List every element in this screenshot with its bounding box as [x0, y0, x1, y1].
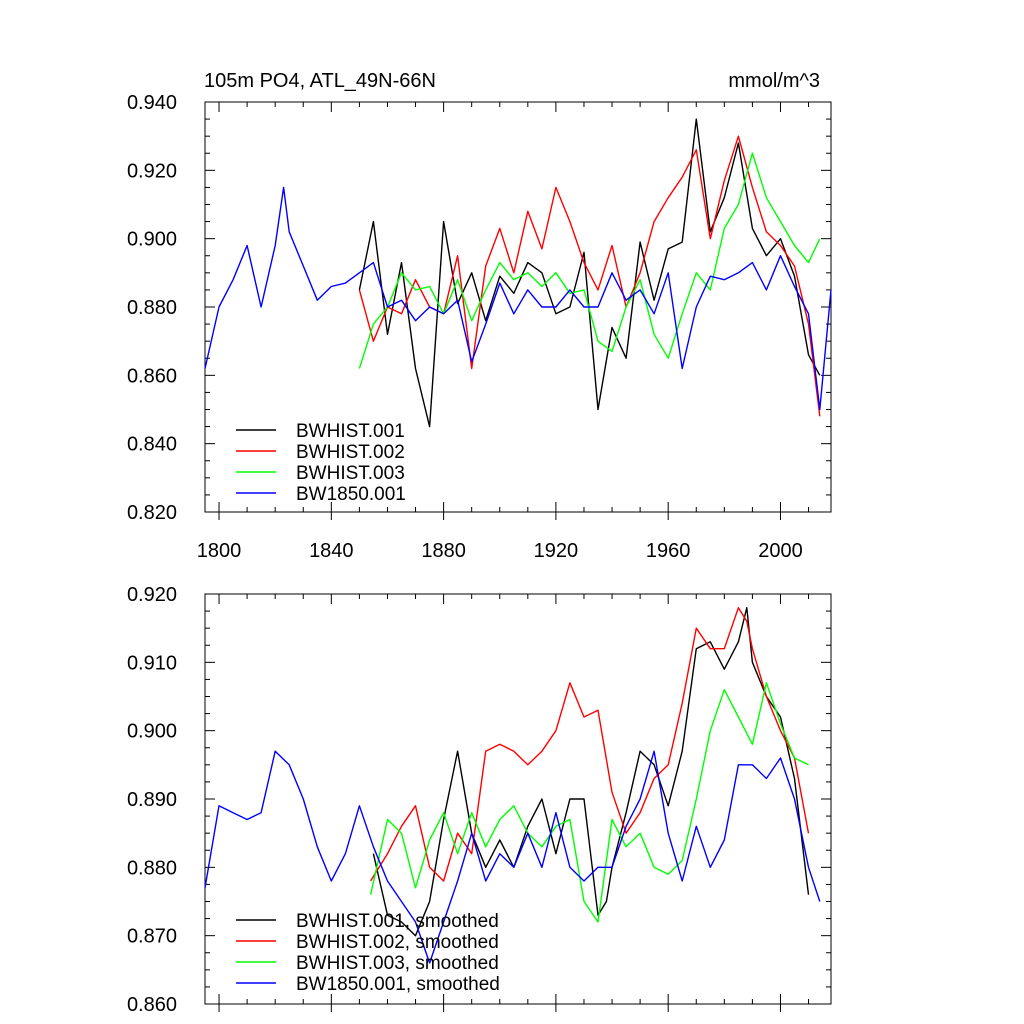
legend-label: BWHIST.002, smoothed	[296, 932, 499, 953]
top-panel: 105m PO4, ATL_49N-66N mmol/m^3 1800 1840 1…	[127, 70, 832, 562]
series-line-bw1850-001-smoothed	[204, 750, 821, 964]
legend-label: BWHIST.002	[296, 442, 405, 463]
y-tick-label: 0.900	[127, 721, 177, 743]
chart-title: 105m PO4, ATL_49N-66N	[204, 70, 436, 92]
x-tick-label: 1960	[646, 540, 691, 562]
y-tick-label: 0.880	[127, 297, 177, 319]
y-tick-label: 0.900	[127, 229, 177, 251]
series-line-bwhist-001-smoothed	[372, 607, 810, 937]
series-line-bw1850-001	[204, 186, 832, 411]
x-tick-label: 1800	[197, 540, 242, 562]
series-line-bwhist-003	[358, 152, 821, 369]
y-tick-label: 0.860	[127, 365, 177, 387]
y-tick-label: 0.820	[127, 502, 177, 524]
legend-label: BWHIST.001, smoothed	[296, 911, 499, 932]
legend-label: BWHIST.003, smoothed	[296, 953, 499, 974]
y-tick-label: 0.870	[127, 926, 177, 948]
legend-label: BWHIST.001	[296, 421, 405, 442]
units-label: mmol/m^3	[728, 70, 820, 92]
y-tick-label: 0.880	[127, 857, 177, 879]
legend-label: BW1850.001, smoothed	[296, 974, 500, 995]
y-tick-label: 0.920	[127, 584, 177, 606]
series-line-bwhist-001	[358, 118, 821, 428]
y-tick-label: 0.940	[127, 92, 177, 114]
legend-label: BWHIST.003	[296, 463, 405, 484]
x-tick-label: 1920	[534, 540, 579, 562]
x-tick-label: 1840	[309, 540, 354, 562]
legend-label: BW1850.001	[296, 484, 406, 505]
y-tick-label: 0.910	[127, 652, 177, 674]
x-tick-label: 2000	[758, 540, 803, 562]
x-tick-label: 1880	[421, 540, 466, 562]
series-line-bwhist-002-smoothed	[370, 607, 810, 882]
y-tick-label: 0.860	[127, 994, 177, 1016]
bottom-panel: 0.860 0.870 0.880 0.890 0.900 0.910 0.920 BWHIS…	[127, 584, 832, 1016]
y-tick-label: 0.890	[127, 789, 177, 811]
y-tick-label: 0.920	[127, 160, 177, 182]
series-line-bwhist-003-smoothed	[369, 682, 809, 923]
y-tick-label: 0.840	[127, 434, 177, 456]
series-line-bwhist-002	[358, 135, 821, 417]
